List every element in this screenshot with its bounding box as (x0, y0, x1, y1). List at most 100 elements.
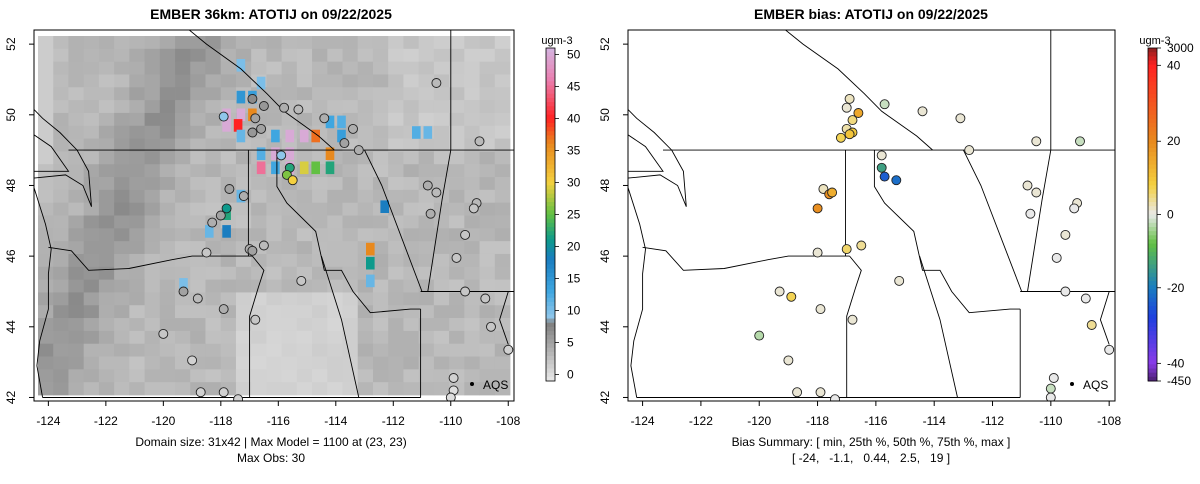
grid-cell (53, 177, 69, 191)
colorbar-segment (546, 72, 555, 78)
grid-cell (357, 61, 374, 75)
grid-cell (98, 241, 115, 255)
grid-cell (266, 241, 283, 255)
hotspot-cell (236, 129, 246, 143)
grid-cell (129, 369, 145, 383)
grid-cell (418, 100, 435, 114)
colorbar-segment (546, 243, 555, 249)
colorbar-segment (546, 60, 555, 66)
grid-cell (235, 228, 252, 242)
footer-line-1-right: Bias Summary: [ min, 25th %, 50th %, 75t… (732, 435, 1011, 449)
grid-cell (342, 164, 359, 178)
grid-cell (403, 369, 420, 383)
grid-cell (68, 177, 85, 191)
grid-cell (205, 356, 222, 370)
grid-cell (281, 215, 298, 229)
grid-cell (235, 266, 252, 281)
colorbar-segment (546, 281, 555, 286)
station-marker (233, 394, 244, 401)
colorbar-segment (1148, 231, 1157, 236)
grid-cell (464, 151, 480, 165)
grid-cell (418, 292, 435, 306)
grid-cell (175, 318, 191, 332)
grid-cell (464, 100, 480, 114)
grid-cell (494, 189, 511, 204)
colorbar-segment (546, 135, 555, 141)
grid-cell (388, 356, 404, 370)
grid-cell (53, 253, 69, 268)
grid-cell (479, 177, 496, 191)
grid-cell (403, 36, 420, 50)
grid-cell (53, 266, 69, 281)
colorbar-segment (1148, 272, 1157, 278)
hotspot-cell (311, 161, 320, 175)
station-marker (279, 102, 290, 113)
border-line (846, 255, 862, 398)
colorbar-segment (1148, 189, 1157, 195)
grid-cell (53, 164, 69, 178)
colorbar-segment (1148, 247, 1157, 253)
grid-cell (251, 36, 267, 50)
grid-cell (129, 125, 145, 139)
x-tick-label: -116 (267, 414, 290, 428)
grid-cell (403, 382, 420, 396)
x-tick-label: -110 (1039, 414, 1062, 428)
grid-cell (372, 151, 389, 165)
grid-cell (38, 177, 54, 191)
grid-cell (190, 215, 206, 229)
grid-cell (327, 356, 343, 370)
grid-cell (175, 215, 191, 229)
grid-cell (83, 74, 100, 88)
grid-cell (418, 382, 435, 396)
grid-cell (190, 189, 206, 204)
colorbar-segment (546, 314, 555, 320)
grid-cell (114, 382, 130, 396)
y-tick-label: 48 (598, 178, 612, 192)
grid-cell (68, 87, 85, 101)
station-marker (474, 136, 485, 147)
grid-cell (327, 330, 343, 345)
grid-cell (281, 382, 298, 396)
model-grid (38, 36, 511, 396)
grid-cell (114, 318, 130, 332)
station-marker (841, 244, 852, 255)
grid-cell (342, 74, 359, 88)
grid-cell (449, 61, 465, 75)
grid-cell (251, 343, 267, 357)
grid-cell (281, 189, 298, 204)
grid-cell (296, 241, 313, 255)
station-marker (207, 217, 218, 228)
grid-cell (38, 253, 54, 268)
colorbar-segment (1148, 339, 1157, 345)
grid-cell (449, 164, 465, 178)
grid-cell (403, 318, 420, 332)
x-tick-label: -122 (94, 414, 118, 428)
station-marker (247, 245, 258, 256)
grid-cell (281, 253, 298, 268)
grid-cell (175, 241, 191, 255)
grid-cell (312, 356, 328, 370)
colorbar-segment (546, 177, 555, 182)
grid-cell (251, 382, 267, 396)
grid-cell (251, 253, 267, 268)
grid-cell (433, 279, 450, 293)
grid-cell (98, 356, 115, 370)
grid-cell (175, 228, 191, 242)
colorbar-segment (1148, 185, 1157, 191)
grid-cell (479, 151, 496, 165)
aqs-legend-label: AQS (1083, 378, 1108, 392)
grid-cell (53, 356, 69, 370)
colorbar-segment (1148, 343, 1157, 349)
grid-cell (190, 151, 206, 165)
grid-cell (114, 112, 130, 127)
grid-cell (53, 241, 69, 255)
grid-cell (98, 87, 115, 101)
grid-cell (129, 253, 145, 268)
grid-cell (312, 151, 328, 165)
grid-cell (38, 343, 54, 357)
map-borders-right (628, 30, 1115, 398)
border-line (364, 149, 423, 292)
colorbar-segment (546, 81, 555, 86)
grid-cell (144, 356, 161, 370)
